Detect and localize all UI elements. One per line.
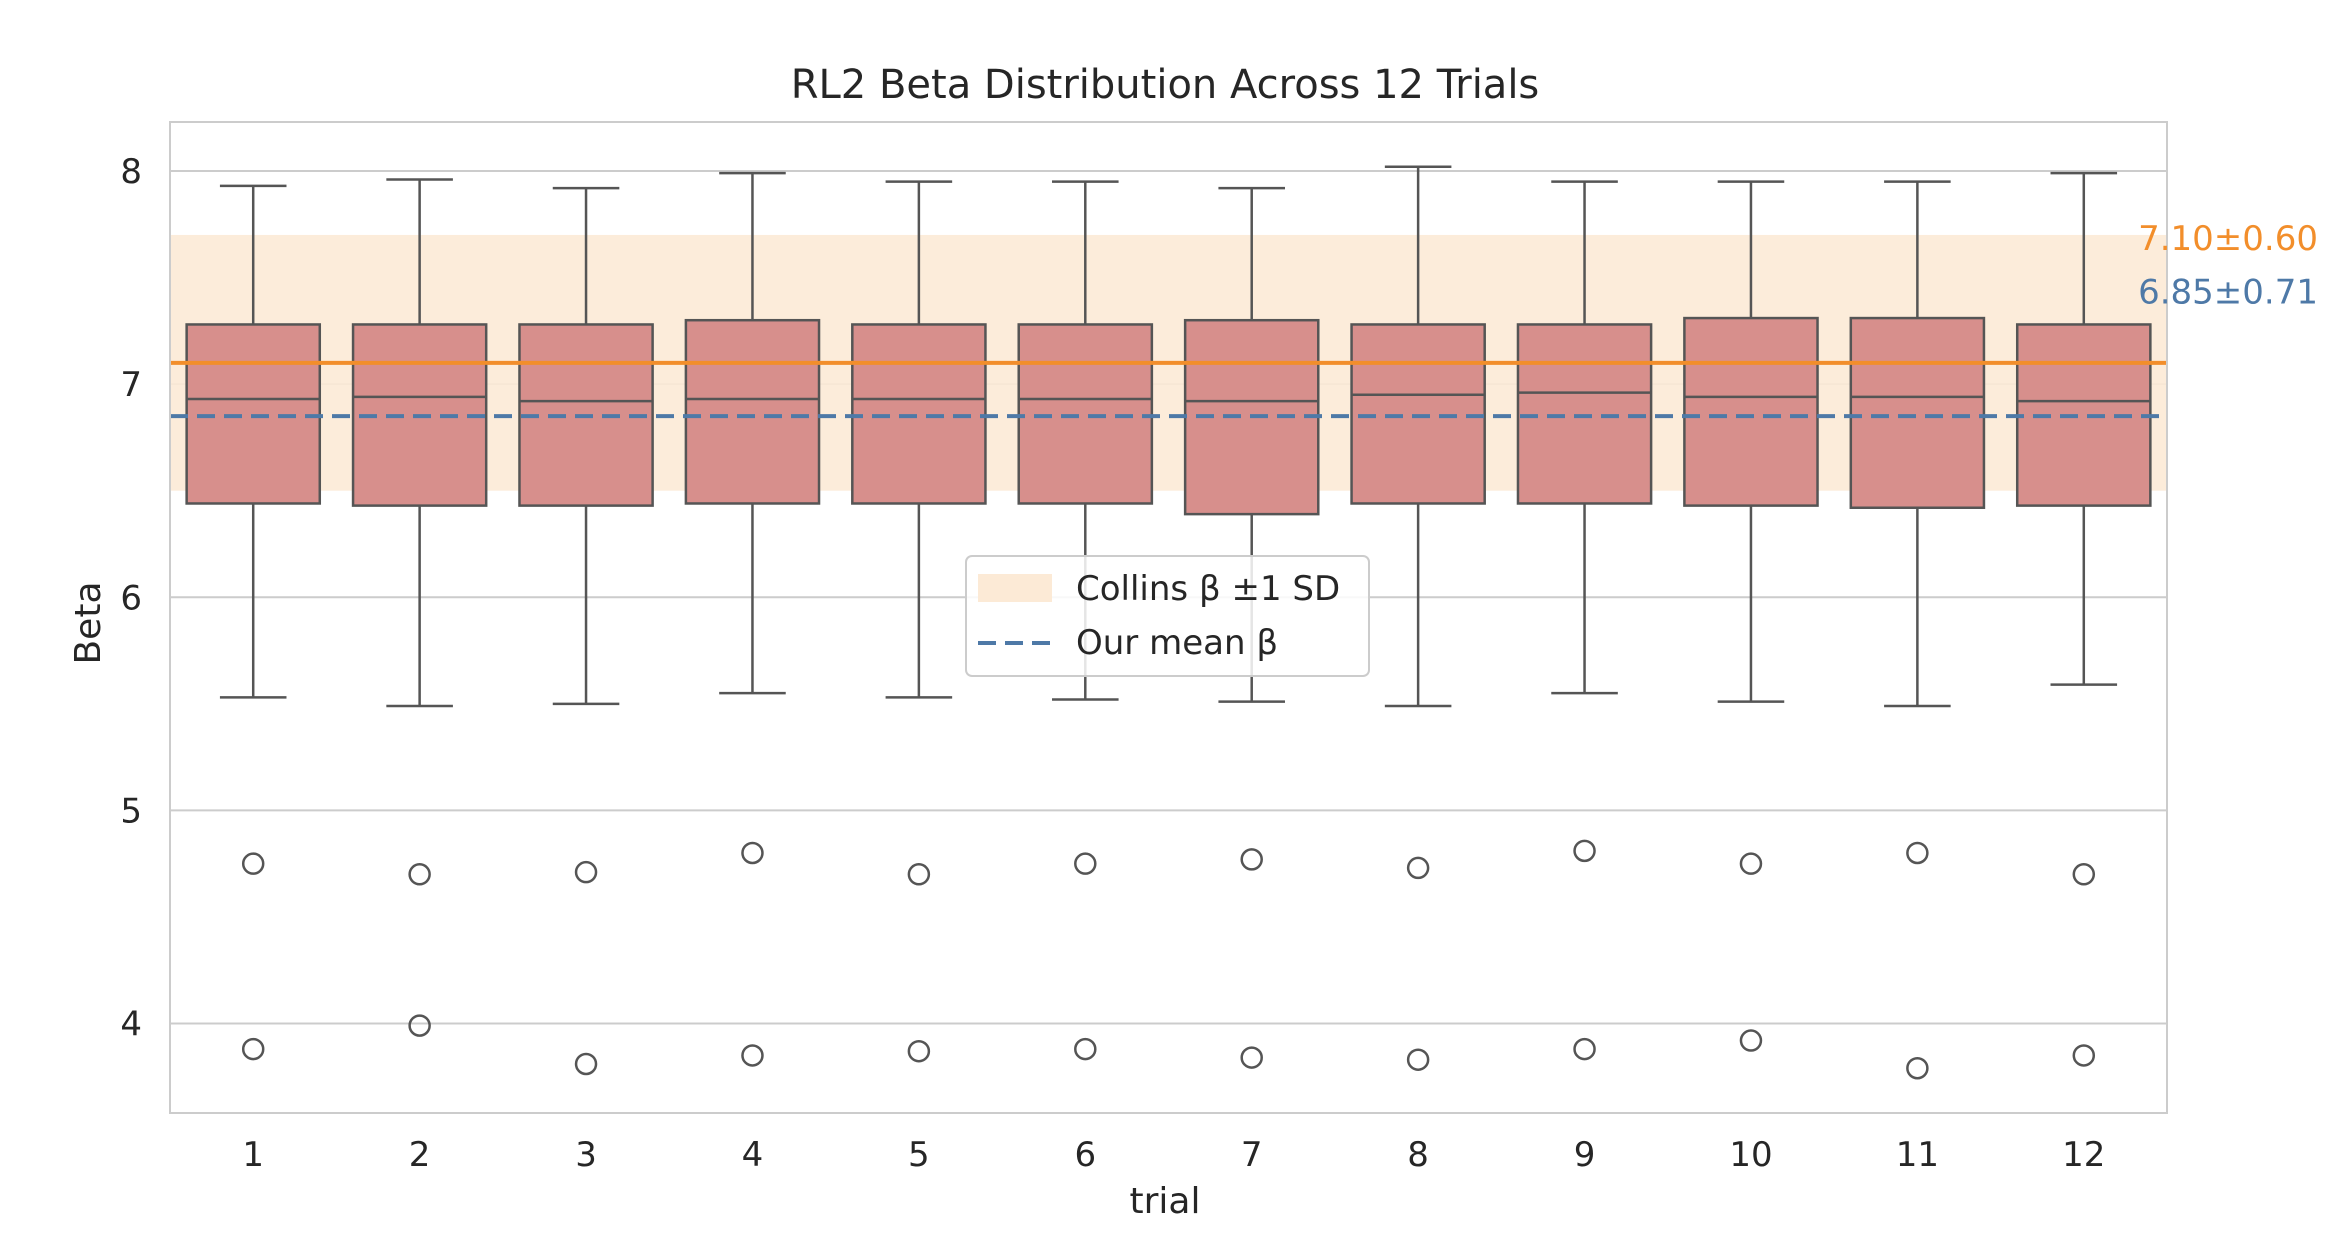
x-tick-label: 6	[1074, 1135, 1096, 1175]
outlier-point	[907, 1039, 931, 1063]
x-tick-label: 12	[2062, 1135, 2105, 1175]
outlier-point	[741, 841, 764, 865]
y-tick-label: 8	[120, 152, 142, 192]
x-tick-label: 9	[1574, 1135, 1596, 1175]
x-tick-label: 7	[1241, 1135, 1263, 1175]
plot-frame	[169, 121, 2168, 1114]
y-tick-label: 5	[120, 791, 142, 831]
x-axis-label: trial	[1130, 1181, 1201, 1222]
y-axis-label: Beta	[68, 581, 109, 664]
outlier-point	[241, 1037, 265, 1061]
legend-swatch-collins-band	[978, 574, 1052, 602]
outlier-point	[1739, 852, 1763, 875]
outlier-point	[1573, 839, 1596, 863]
outlier-point	[1240, 1046, 1263, 1069]
outlier-point	[408, 1014, 431, 1037]
outlier-point	[1906, 841, 1929, 865]
outlier-point	[574, 860, 598, 884]
our-annotation: 6.85±0.71	[2138, 272, 2318, 312]
x-tick-label: 1	[242, 1135, 264, 1175]
outlier-point	[241, 852, 265, 875]
box-iqr	[1849, 316, 1986, 509]
x-tick-label: 4	[742, 1135, 764, 1175]
outlier-point	[907, 863, 931, 886]
outlier-point	[1573, 1037, 1596, 1061]
box-iqr	[185, 323, 322, 505]
legend-box	[965, 555, 1370, 677]
x-tick-label: 11	[1896, 1135, 1939, 1175]
y-tick-label: 4	[120, 1004, 142, 1044]
outlier-point	[1406, 856, 1430, 880]
outlier-point	[1074, 852, 1097, 875]
box-iqr	[1017, 323, 1154, 505]
outlier-point	[741, 1044, 764, 1067]
y-tick-label: 6	[120, 578, 142, 618]
outlier-point	[574, 1052, 598, 1076]
outlier-point	[1406, 1048, 1430, 1071]
x-tick-label: 2	[409, 1135, 431, 1175]
legend-label-collins: Collins β ±1 SD	[1076, 569, 1340, 609]
collins-annotation: 7.10±0.60	[2138, 219, 2318, 259]
legend-label-our-mean: Our mean β	[1076, 623, 1278, 663]
outlier-point	[408, 863, 431, 886]
outlier-point	[1074, 1037, 1097, 1061]
x-tick-label: 5	[908, 1135, 930, 1175]
outlier-point	[1739, 1029, 1763, 1052]
chart-title: RL2 Beta Distribution Across 12 Trials	[791, 62, 1540, 108]
box-iqr	[684, 318, 821, 505]
box-iqr	[851, 323, 987, 505]
y-tick-label: 7	[120, 365, 142, 405]
x-tick-label: 8	[1407, 1135, 1429, 1175]
outlier-point	[1906, 1056, 1929, 1080]
box-iqr	[1683, 316, 1819, 507]
box-iqr	[1350, 323, 1486, 505]
outlier-point	[2072, 863, 2096, 886]
outlier-point	[2072, 1044, 2096, 1067]
x-tick-label: 10	[1729, 1135, 1772, 1175]
outlier-point	[1240, 848, 1263, 871]
x-tick-label: 3	[575, 1135, 597, 1175]
box-iqr	[1516, 323, 1653, 505]
